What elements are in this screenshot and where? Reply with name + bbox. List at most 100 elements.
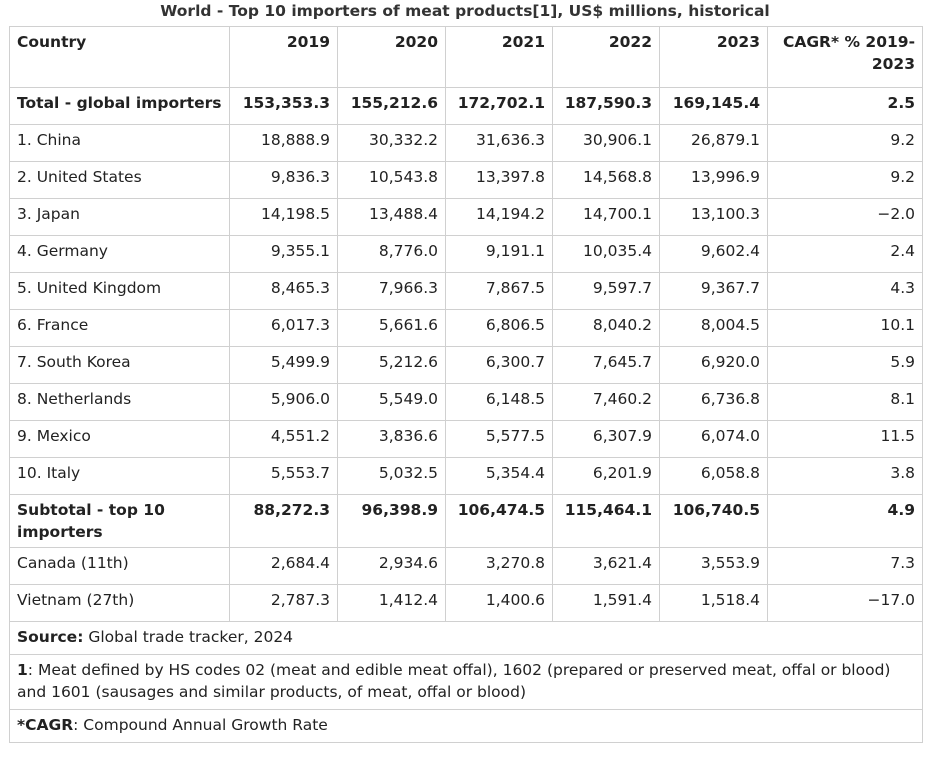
cell-2022: 14,700.1 bbox=[552, 198, 660, 236]
cell-2019: 6,017.3 bbox=[229, 309, 338, 347]
table-row: 6. France 6,017.3 5,661.6 6,806.5 8,040.2 8,0… bbox=[9, 309, 923, 347]
subtotal-row: Subtotal - top 10 importers 88,272.3 96,… bbox=[9, 494, 923, 548]
cell-2019: 2,787.3 bbox=[229, 584, 338, 622]
row-label: 2. United States bbox=[9, 161, 230, 199]
cell-cagr: 3.8 bbox=[767, 457, 923, 495]
cell-2020: 13,488.4 bbox=[337, 198, 446, 236]
footnote-1-row: 1: Meat defined by HS codes 02 (meat and… bbox=[9, 654, 923, 710]
row-label: Vietnam (27th) bbox=[9, 584, 230, 622]
cell-2019: 9,836.3 bbox=[229, 161, 338, 199]
cell-2023: 26,879.1 bbox=[659, 124, 768, 162]
cell-2020: 155,212.6 bbox=[337, 87, 446, 125]
table-caption: World - Top 10 importers of meat product… bbox=[160, 2, 770, 20]
cell-2020: 7,966.3 bbox=[337, 272, 446, 310]
table-row: 9. Mexico 4,551.2 3,836.6 5,577.5 6,307.9 6,0… bbox=[9, 420, 923, 458]
cell-2021: 31,636.3 bbox=[445, 124, 553, 162]
row-label: 7. South Korea bbox=[9, 346, 230, 384]
cell-2021: 106,474.5 bbox=[445, 494, 553, 548]
cell-2021: 6,300.7 bbox=[445, 346, 553, 384]
cell-2023: 13,100.3 bbox=[659, 198, 768, 236]
footnote-cagr-label: *CAGR bbox=[17, 716, 74, 734]
cell-cagr: 4.9 bbox=[767, 494, 923, 548]
meat-importers-table: Country 2019 2020 2021 2022 2023 CAGR* %… bbox=[9, 26, 923, 743]
cell-2022: 9,597.7 bbox=[552, 272, 660, 310]
cell-cagr: 7.3 bbox=[767, 547, 923, 585]
cell-cagr: 9.2 bbox=[767, 124, 923, 162]
row-label: Total - global importers bbox=[9, 87, 230, 125]
cell-2019: 5,499.9 bbox=[229, 346, 338, 384]
header-2022: 2022 bbox=[552, 26, 660, 88]
row-label: 9. Mexico bbox=[9, 420, 230, 458]
cell-2020: 2,934.6 bbox=[337, 547, 446, 585]
cell-2019: 5,906.0 bbox=[229, 383, 338, 421]
row-label: Canada (11th) bbox=[9, 547, 230, 585]
cell-2020: 96,398.9 bbox=[337, 494, 446, 548]
cell-2021: 7,867.5 bbox=[445, 272, 553, 310]
table-row: 4. Germany 9,355.1 8,776.0 9,191.1 10,035.4 9… bbox=[9, 235, 923, 273]
cell-2023: 13,996.9 bbox=[659, 161, 768, 199]
cell-2023: 6,920.0 bbox=[659, 346, 768, 384]
total-row: Total - global importers 153,353.3 155,2… bbox=[9, 87, 923, 125]
header-row: Country 2019 2020 2021 2022 2023 CAGR* %… bbox=[9, 26, 923, 88]
table-row: 10. Italy 5,553.7 5,032.5 5,354.4 6,201.9 6,0… bbox=[9, 457, 923, 495]
header-cagr: CAGR* % 2019-2023 bbox=[767, 26, 923, 88]
cell-2021: 6,806.5 bbox=[445, 309, 553, 347]
row-label: 1. China bbox=[9, 124, 230, 162]
cell-cagr: 5.9 bbox=[767, 346, 923, 384]
footnote-source-label: Source: bbox=[17, 628, 84, 646]
header-2023: 2023 bbox=[659, 26, 768, 88]
row-label: 6. France bbox=[9, 309, 230, 347]
cell-2020: 5,212.6 bbox=[337, 346, 446, 384]
footnote-1: 1: Meat defined by HS codes 02 (meat and… bbox=[9, 654, 923, 710]
cell-2023: 6,736.8 bbox=[659, 383, 768, 421]
cell-2022: 6,307.9 bbox=[552, 420, 660, 458]
row-label: 5. United Kingdom bbox=[9, 272, 230, 310]
cell-2022: 1,591.4 bbox=[552, 584, 660, 622]
cell-cagr: 11.5 bbox=[767, 420, 923, 458]
cell-2022: 3,621.4 bbox=[552, 547, 660, 585]
cell-2022: 115,464.1 bbox=[552, 494, 660, 548]
cell-2019: 14,198.5 bbox=[229, 198, 338, 236]
footnote-cagr-row: *CAGR: Compound Annual Growth Rate bbox=[9, 709, 923, 743]
row-label: 4. Germany bbox=[9, 235, 230, 273]
table-row: Canada (11th) 2,684.4 2,934.6 3,270.8 3,621.… bbox=[9, 547, 923, 585]
cell-2022: 14,568.8 bbox=[552, 161, 660, 199]
cell-2021: 9,191.1 bbox=[445, 235, 553, 273]
cell-cagr: −2.0 bbox=[767, 198, 923, 236]
cell-2019: 88,272.3 bbox=[229, 494, 338, 548]
footnote-cagr-text: : Compound Annual Growth Rate bbox=[73, 716, 328, 734]
cell-2020: 8,776.0 bbox=[337, 235, 446, 273]
table-row: 7. South Korea 5,499.9 5,212.6 6,300.7 7,645… bbox=[9, 346, 923, 384]
cell-2019: 153,353.3 bbox=[229, 87, 338, 125]
cell-2019: 8,465.3 bbox=[229, 272, 338, 310]
cell-2019: 18,888.9 bbox=[229, 124, 338, 162]
cell-2019: 2,684.4 bbox=[229, 547, 338, 585]
row-label: 8. Netherlands bbox=[9, 383, 230, 421]
footnote-1-label: 1 bbox=[17, 661, 28, 679]
header-2021: 2021 bbox=[445, 26, 553, 88]
cell-2020: 5,032.5 bbox=[337, 457, 446, 495]
row-label: 3. Japan bbox=[9, 198, 230, 236]
cell-cagr: 9.2 bbox=[767, 161, 923, 199]
cell-2020: 5,661.6 bbox=[337, 309, 446, 347]
footnote-cagr: *CAGR: Compound Annual Growth Rate bbox=[9, 709, 923, 743]
cell-cagr: −17.0 bbox=[767, 584, 923, 622]
table-body: Total - global importers 153,353.3 155,2… bbox=[9, 87, 923, 743]
cell-2023: 3,553.9 bbox=[659, 547, 768, 585]
cell-2023: 1,518.4 bbox=[659, 584, 768, 622]
cell-2019: 4,551.2 bbox=[229, 420, 338, 458]
table-row: 1. China 18,888.9 30,332.2 31,636.3 30,906.1… bbox=[9, 124, 923, 162]
cell-2022: 8,040.2 bbox=[552, 309, 660, 347]
footnote-source-row: Source: Global trade tracker, 2024 bbox=[9, 621, 923, 655]
footnote-1-text: : Meat defined by HS codes 02 (meat and … bbox=[17, 661, 891, 701]
table-row: 3. Japan 14,198.5 13,488.4 14,194.2 14,700.1… bbox=[9, 198, 923, 236]
cell-2021: 3,270.8 bbox=[445, 547, 553, 585]
cell-2019: 5,553.7 bbox=[229, 457, 338, 495]
row-label: Subtotal - top 10 importers bbox=[9, 494, 230, 548]
table-row: 5. United Kingdom 8,465.3 7,966.3 7,867.5 9,… bbox=[9, 272, 923, 310]
cell-2021: 172,702.1 bbox=[445, 87, 553, 125]
cell-2023: 6,074.0 bbox=[659, 420, 768, 458]
cell-2021: 13,397.8 bbox=[445, 161, 553, 199]
cell-2020: 1,412.4 bbox=[337, 584, 446, 622]
